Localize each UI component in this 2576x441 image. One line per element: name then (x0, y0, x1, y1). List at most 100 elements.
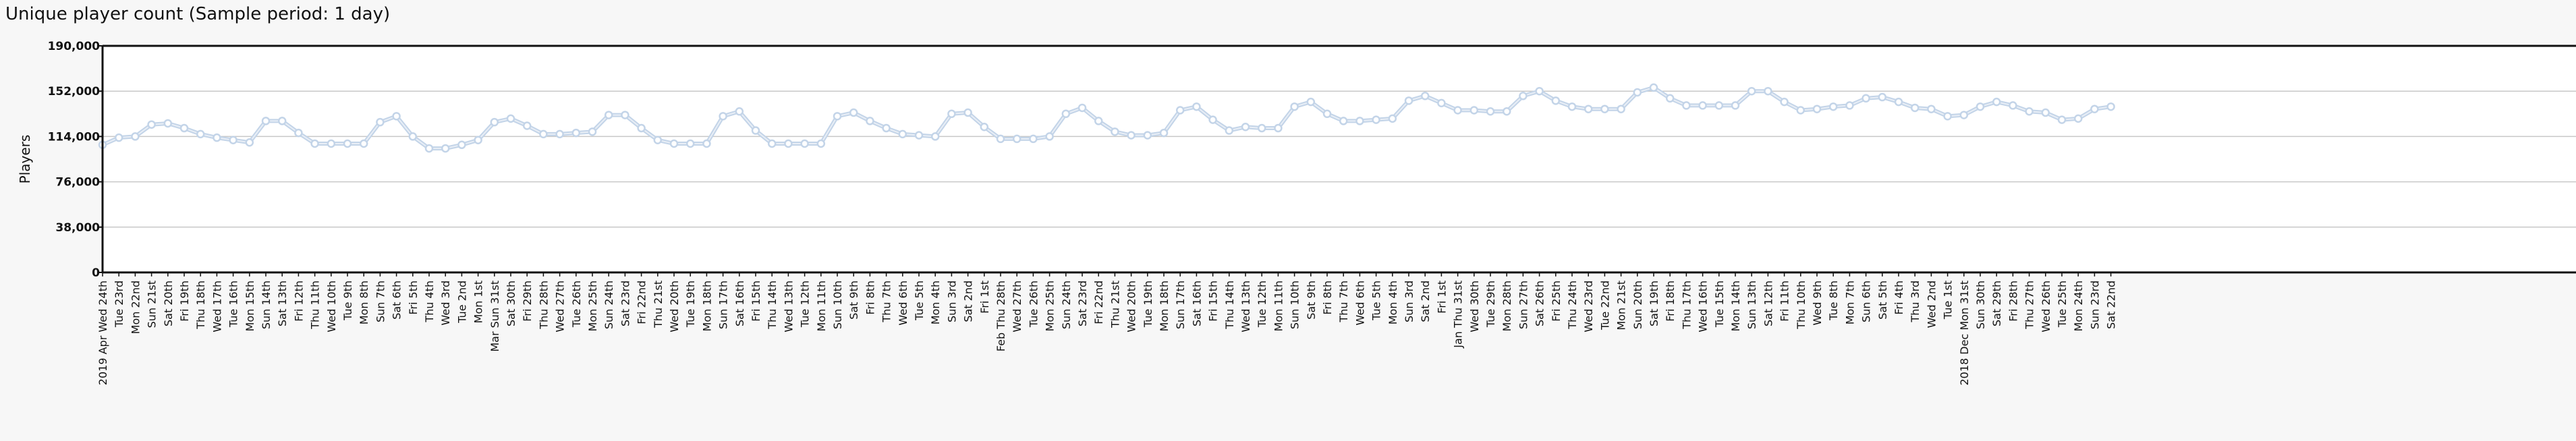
data-point[interactable] (1208, 115, 1217, 124)
data-point[interactable] (751, 126, 760, 135)
data-point[interactable] (1861, 94, 1870, 103)
data-point[interactable] (1437, 98, 1446, 108)
data-point[interactable] (1077, 103, 1087, 113)
data-point[interactable] (163, 119, 173, 128)
data-point[interactable] (1894, 97, 1903, 107)
data-point[interactable] (1551, 96, 1561, 105)
data-point[interactable] (571, 128, 581, 138)
data-point[interactable] (735, 107, 744, 116)
data-point[interactable] (1355, 117, 1364, 125)
data-point[interactable] (1502, 107, 1511, 116)
data-point[interactable] (1469, 106, 1479, 115)
data-point[interactable] (669, 139, 679, 148)
data-point[interactable] (1372, 115, 1380, 124)
data-point[interactable] (702, 139, 711, 148)
data-point[interactable] (1339, 117, 1348, 125)
data-point[interactable] (1796, 106, 1805, 115)
data-point[interactable] (947, 109, 956, 119)
data-point[interactable] (522, 121, 532, 130)
data-point[interactable] (2090, 105, 2099, 113)
data-point[interactable] (1878, 92, 1887, 102)
data-point[interactable] (833, 112, 842, 121)
data-point[interactable] (359, 139, 368, 148)
data-point[interactable] (1828, 102, 1838, 111)
data-point[interactable] (1290, 102, 1299, 111)
data-point[interactable] (277, 117, 287, 125)
data-point[interactable] (1698, 101, 1707, 110)
data-point[interactable] (914, 131, 924, 140)
data-point[interactable] (1845, 101, 1854, 110)
data-point[interactable] (229, 136, 237, 144)
data-point[interactable] (1600, 105, 1609, 113)
data-point[interactable] (1910, 103, 1920, 113)
data-point[interactable] (963, 108, 972, 117)
data-point[interactable] (1175, 106, 1185, 115)
data-point[interactable] (1029, 134, 1038, 144)
data-point[interactable] (457, 140, 466, 150)
data-point[interactable] (767, 139, 777, 148)
data-point[interactable] (1992, 97, 2001, 107)
data-point[interactable] (245, 138, 254, 147)
data-point[interactable] (1127, 131, 1136, 140)
data-point[interactable] (1943, 112, 1952, 121)
data-point[interactable] (310, 139, 319, 148)
data-point[interactable] (816, 139, 826, 148)
data-point[interactable] (1061, 109, 1071, 119)
data-point[interactable] (1322, 109, 1332, 119)
data-point[interactable] (882, 123, 891, 133)
data-point[interactable] (1045, 132, 1054, 141)
data-point[interactable] (392, 112, 401, 121)
data-point[interactable] (1731, 101, 1740, 110)
data-point[interactable] (261, 117, 271, 125)
data-point[interactable] (1812, 105, 1822, 113)
data-point[interactable] (2025, 107, 2034, 116)
data-point[interactable] (1404, 96, 1413, 105)
data-point[interactable] (1747, 86, 1756, 96)
data-point[interactable] (506, 114, 515, 123)
data-point[interactable] (147, 120, 156, 129)
data-point[interactable] (637, 123, 646, 133)
data-point[interactable] (114, 133, 123, 142)
data-point[interactable] (179, 123, 189, 133)
data-point[interactable] (1274, 123, 1283, 133)
data-point[interactable] (849, 108, 858, 117)
data-point[interactable] (1780, 97, 1789, 107)
data-point[interactable] (621, 111, 629, 119)
data-point[interactable] (408, 132, 418, 141)
data-point[interactable] (2009, 101, 2017, 110)
data-point[interactable] (376, 117, 385, 127)
data-point[interactable] (1665, 94, 1675, 103)
data-point[interactable] (996, 134, 1005, 144)
data-point[interactable] (898, 129, 907, 139)
data-point[interactable] (1519, 92, 1528, 100)
data-point[interactable] (1111, 127, 1119, 136)
data-point[interactable] (1584, 105, 1593, 113)
data-point[interactable] (294, 128, 303, 138)
data-point[interactable] (490, 117, 499, 127)
data-point[interactable] (1976, 102, 1985, 111)
data-point[interactable] (1927, 105, 1936, 113)
data-point[interactable] (866, 117, 874, 125)
data-point[interactable] (1453, 106, 1462, 115)
data-point[interactable] (719, 112, 727, 121)
data-point[interactable] (1959, 111, 1969, 119)
data-point[interactable] (441, 144, 450, 153)
data-point[interactable] (1420, 92, 1430, 100)
data-point[interactable] (1617, 105, 1625, 113)
data-point[interactable] (2041, 108, 2050, 117)
data-point[interactable] (1257, 123, 1266, 133)
data-point[interactable] (213, 133, 221, 142)
data-point[interactable] (604, 111, 613, 119)
data-point[interactable] (588, 127, 597, 136)
data-point[interactable] (930, 132, 940, 141)
data-point[interactable] (1535, 86, 1544, 96)
data-point[interactable] (784, 139, 793, 148)
data-point[interactable] (1241, 123, 1250, 131)
data-point[interactable] (1225, 126, 1234, 135)
data-point[interactable] (2106, 102, 2115, 111)
data-point[interactable] (980, 123, 989, 131)
data-point[interactable] (196, 129, 205, 139)
data-point[interactable] (1306, 97, 1316, 107)
data-point[interactable] (1649, 83, 1658, 92)
data-point[interactable] (2057, 115, 2067, 124)
